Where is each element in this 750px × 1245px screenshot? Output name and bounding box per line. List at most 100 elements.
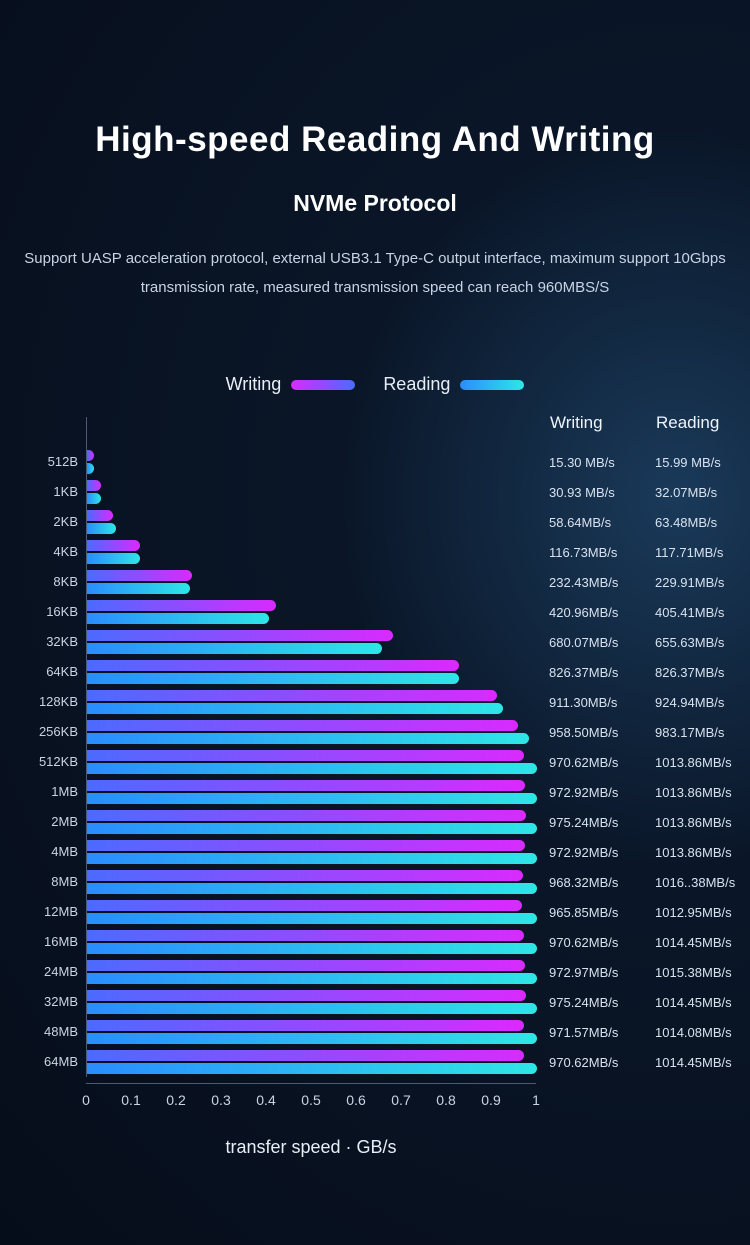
y-label: 2MB: [28, 807, 86, 837]
y-label: 64MB: [28, 1047, 86, 1077]
value-writing: 970.62MB/s: [549, 755, 639, 770]
row-values: 970.62MB/s1014.45MB/s: [549, 1047, 745, 1077]
bar-writing: [87, 960, 525, 971]
bar-row: 970.62MB/s1013.86MB/s: [87, 747, 536, 777]
legend-label-writing: Writing: [226, 374, 282, 395]
x-tick: 0.5: [301, 1092, 320, 1108]
row-values: 970.62MB/s1014.45MB/s: [549, 927, 745, 957]
description-text: Support UASP acceleration protocol, exte…: [18, 245, 732, 302]
x-tick: 0.1: [121, 1092, 140, 1108]
value-reading: 1014.45MB/s: [655, 935, 745, 950]
bar-row: 958.50MB/s983.17MB/s: [87, 717, 536, 747]
value-reading: 15.99 MB/s: [655, 455, 745, 470]
value-reading: 826.37MB/s: [655, 665, 745, 680]
bar-writing: [87, 510, 113, 521]
value-writing: 680.07MB/s: [549, 635, 639, 650]
y-label: 8KB: [28, 567, 86, 597]
value-writing: 826.37MB/s: [549, 665, 639, 680]
bar-row: 975.24MB/s1014.45MB/s: [87, 987, 536, 1017]
bar-reading: [87, 493, 101, 504]
chart-plot: Writing Reading 15.30 MB/s15.99 MB/s30.9…: [86, 417, 536, 1158]
row-values: 965.85MB/s1012.95MB/s: [549, 897, 745, 927]
bar-writing: [87, 840, 525, 851]
legend-swatch-reading: [460, 380, 524, 390]
value-writing: 972.97MB/s: [549, 965, 639, 980]
header-writing: Writing: [550, 413, 640, 433]
row-values: 58.64MB/s63.48MB/s: [549, 507, 745, 537]
x-axis: 00.10.20.30.40.50.60.70.80.91: [86, 1083, 536, 1115]
x-tick: 0.7: [391, 1092, 410, 1108]
x-tick: 0.6: [346, 1092, 365, 1108]
x-tick: 0.2: [166, 1092, 185, 1108]
bar-writing: [87, 600, 276, 611]
y-label: 12MB: [28, 897, 86, 927]
bar-reading: [87, 943, 537, 954]
value-reading: 1015.38MB/s: [655, 965, 745, 980]
row-values: 420.96MB/s405.41MB/s: [549, 597, 745, 627]
bar-row: 972.97MB/s1015.38MB/s: [87, 957, 536, 987]
value-writing: 975.24MB/s: [549, 815, 639, 830]
bar-writing: [87, 870, 523, 881]
bar-writing: [87, 810, 526, 821]
chart: 512B1KB2KB4KB8KB16KB32KB64KB128KB256KB51…: [18, 417, 732, 1158]
y-label: 2KB: [28, 507, 86, 537]
bar-reading: [87, 553, 140, 564]
row-values: 958.50MB/s983.17MB/s: [549, 717, 745, 747]
bar-writing: [87, 450, 94, 461]
value-reading: 1012.95MB/s: [655, 905, 745, 920]
bar-row: 30.93 MB/s32.07MB/s: [87, 477, 536, 507]
value-writing: 972.92MB/s: [549, 785, 639, 800]
page-subtitle: NVMe Protocol: [18, 190, 732, 217]
value-writing: 911.30MB/s: [549, 695, 639, 710]
bar-reading: [87, 1063, 537, 1074]
bar-reading: [87, 913, 537, 924]
row-values: 30.93 MB/s32.07MB/s: [549, 477, 745, 507]
row-values: 911.30MB/s924.94MB/s: [549, 687, 745, 717]
y-label: 128KB: [28, 687, 86, 717]
y-label: 16KB: [28, 597, 86, 627]
bar-reading: [87, 673, 459, 684]
bar-reading: [87, 703, 503, 714]
bar-writing: [87, 780, 525, 791]
bar-reading: [87, 643, 382, 654]
bar-reading: [87, 763, 537, 774]
value-reading: 1013.86MB/s: [655, 755, 745, 770]
value-reading: 63.48MB/s: [655, 515, 745, 530]
row-values: 680.07MB/s655.63MB/s: [549, 627, 745, 657]
y-label: 24MB: [28, 957, 86, 987]
y-label: 1KB: [28, 477, 86, 507]
bar-row: 116.73MB/s117.71MB/s: [87, 537, 536, 567]
y-label: 32KB: [28, 627, 86, 657]
y-label: 16MB: [28, 927, 86, 957]
value-reading: 1013.86MB/s: [655, 845, 745, 860]
value-writing: 968.32MB/s: [549, 875, 639, 890]
row-values: 970.62MB/s 1013.86MB/s: [549, 747, 745, 777]
value-writing: 30.93 MB/s: [549, 485, 639, 500]
value-reading: 229.91MB/s: [655, 575, 745, 590]
y-label: 64KB: [28, 657, 86, 687]
y-label: 4MB: [28, 837, 86, 867]
legend-item-reading: Reading: [383, 374, 524, 395]
page-title: High-speed Reading And Writing: [18, 120, 732, 160]
value-reading: 1013.86MB/s: [655, 815, 745, 830]
bar-writing: [87, 750, 524, 761]
row-values: 232.43MB/s229.91MB/s: [549, 567, 745, 597]
row-values: 971.57MB/s1014.08MB/s: [549, 1017, 745, 1047]
bar-reading: [87, 523, 116, 534]
header-reading: Reading: [656, 413, 746, 433]
bar-writing: [87, 930, 524, 941]
bar-writing: [87, 480, 101, 491]
bar-row: 970.62MB/s1014.45MB/s: [87, 1047, 536, 1077]
bar-reading: [87, 583, 190, 594]
bar-writing: [87, 990, 526, 1001]
bar-row: 970.62MB/s1014.45MB/s: [87, 927, 536, 957]
bar-writing: [87, 690, 497, 701]
x-tick: 1: [532, 1092, 540, 1108]
row-values: 972.97MB/s 1015.38MB/s: [549, 957, 745, 987]
value-writing: 15.30 MB/s: [549, 455, 639, 470]
value-table-headers: Writing Reading: [550, 413, 746, 433]
value-writing: 420.96MB/s: [549, 605, 639, 620]
bar-reading: [87, 973, 537, 984]
bar-row: 680.07MB/s655.63MB/s: [87, 627, 536, 657]
x-tick: 0.3: [211, 1092, 230, 1108]
